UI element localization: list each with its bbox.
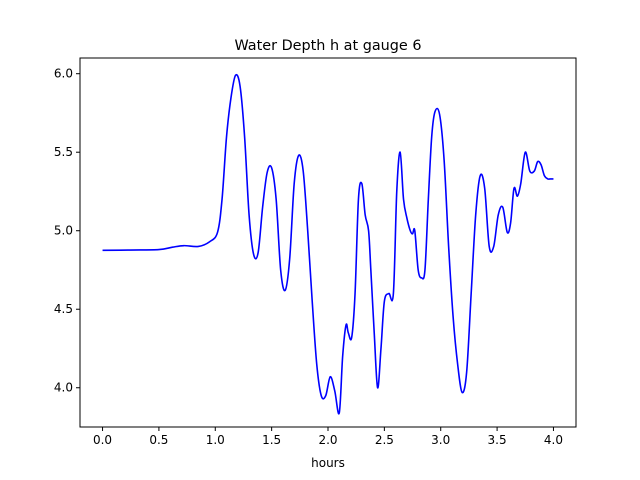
y-tick-label: 5.0	[54, 224, 73, 238]
y-tick-label: 6.0	[54, 67, 73, 81]
series-layer	[102, 73, 554, 415]
x-tick-label: 2.0	[318, 433, 337, 447]
y-tick-label: 4.0	[54, 381, 73, 395]
x-tick-label: 1.5	[262, 433, 281, 447]
x-tick-label: 3.0	[431, 433, 450, 447]
x-axis: 0.0 0.5 1.0 1.5 2.0 2.5 3.0 3.5 4.0	[93, 427, 563, 447]
x-tick-label: 3.5	[488, 433, 507, 447]
x-tick-label: 2.5	[375, 433, 394, 447]
x-axis-label: hours	[311, 456, 345, 470]
x-tick-label: 0.0	[93, 433, 112, 447]
y-axis: 4.0 4.5 5.0 5.5 6.0	[54, 67, 80, 395]
x-tick-label: 0.5	[149, 433, 168, 447]
x-tick-label: 1.0	[206, 433, 225, 447]
y-tick-label: 5.5	[54, 145, 73, 159]
series-line	[102, 73, 554, 415]
chart-title: Water Depth h at gauge 6	[234, 38, 421, 54]
x-tick-label: 4.0	[544, 433, 563, 447]
y-tick-label: 4.5	[54, 302, 73, 316]
